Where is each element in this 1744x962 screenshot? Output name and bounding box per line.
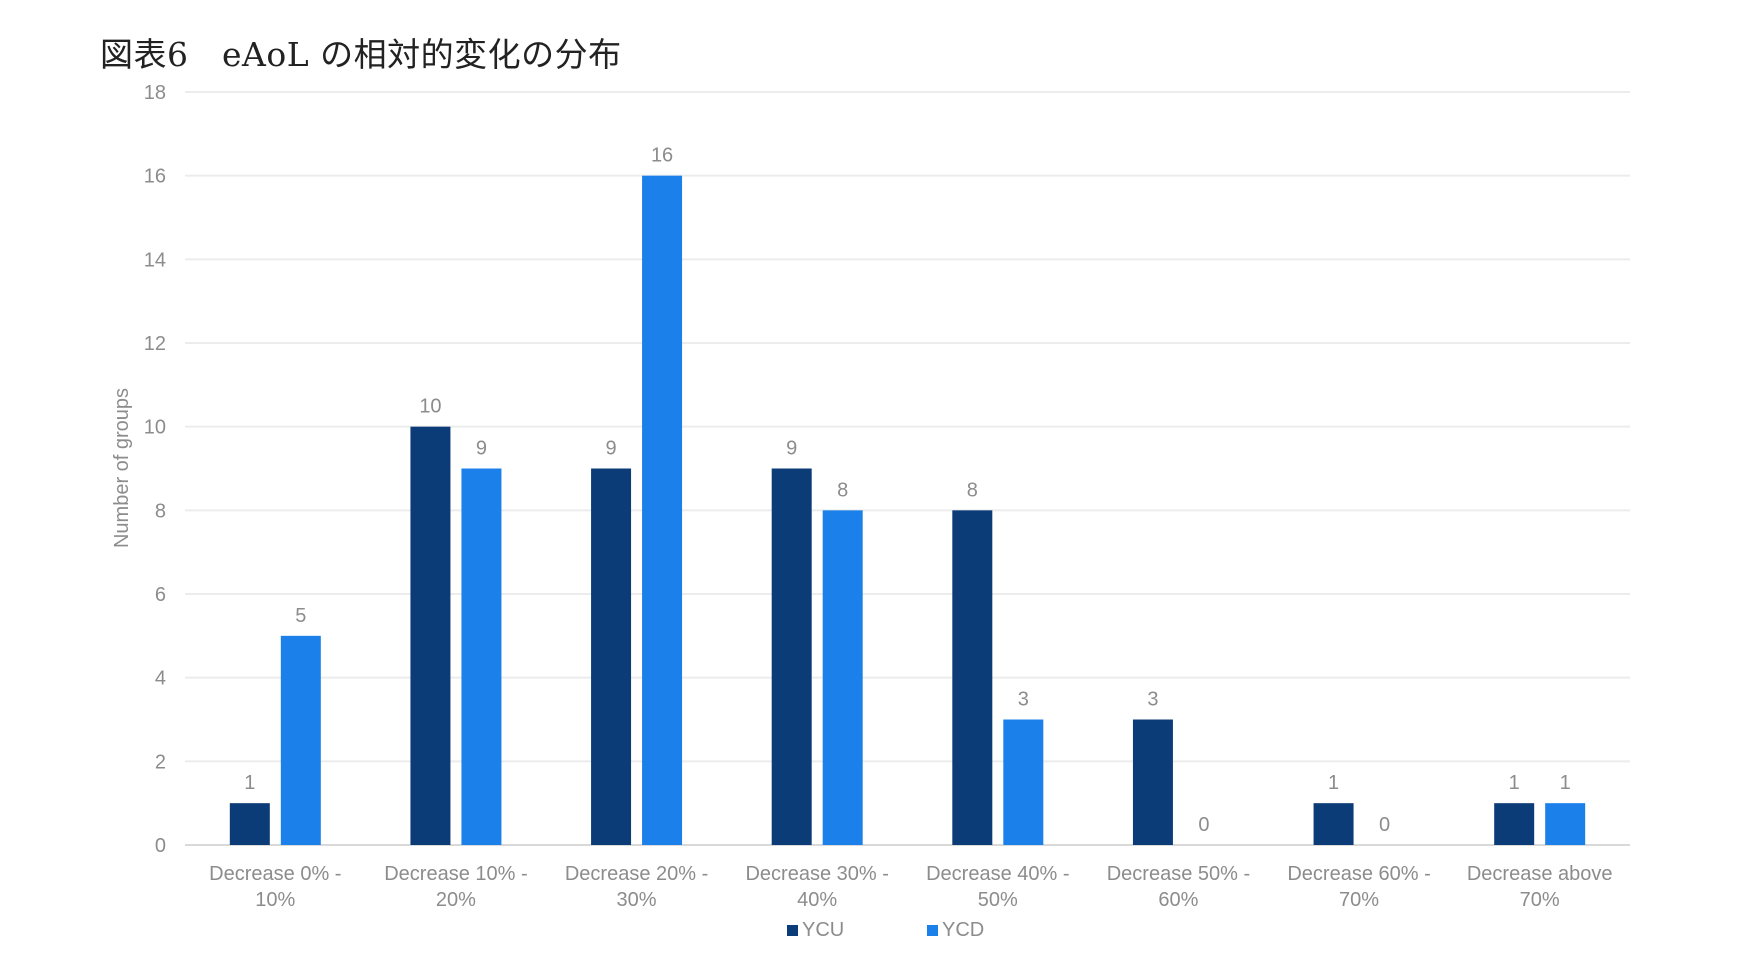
x-tick-label: 40% — [797, 889, 837, 911]
data-label: 3 — [1018, 689, 1029, 711]
data-label: 8 — [837, 479, 848, 501]
bar-ycu — [591, 468, 632, 845]
x-tick-label: Decrease 60% - — [1287, 863, 1430, 885]
data-label: 16 — [651, 145, 673, 167]
x-tick-label: 70% — [1520, 889, 1560, 911]
data-label: 0 — [1198, 814, 1209, 836]
bar-ycu — [410, 426, 451, 845]
y-tick-label: 6 — [155, 584, 166, 606]
bar-ycd — [642, 175, 683, 845]
y-tick-label: 16 — [144, 166, 166, 188]
bar-ycd — [1545, 803, 1586, 845]
data-label: 5 — [295, 605, 306, 627]
bar-ycd — [1003, 719, 1044, 845]
bar-ycu — [1132, 719, 1173, 845]
legend-label: YCU — [802, 919, 844, 941]
legend-swatch-ycu — [787, 925, 798, 936]
y-tick-label: 8 — [155, 500, 166, 522]
x-tick-label: 20% — [436, 889, 476, 911]
data-label: 10 — [419, 396, 441, 418]
data-label: 9 — [606, 438, 617, 460]
x-tick-label: 70% — [1339, 889, 1379, 911]
data-label: 1 — [1328, 772, 1339, 794]
y-tick-label: 18 — [144, 82, 166, 104]
data-label: 1 — [1509, 772, 1520, 794]
y-tick-label: 4 — [155, 668, 166, 690]
data-label: 1 — [244, 772, 255, 794]
y-tick-label: 2 — [155, 751, 166, 773]
x-tick-label: 50% — [978, 889, 1018, 911]
x-tick-label: Decrease 20% - — [565, 863, 708, 885]
x-tick-label: Decrease 10% - — [384, 863, 527, 885]
x-tick-label: Decrease 0% - — [209, 863, 341, 885]
bar-ycd — [280, 635, 321, 845]
x-tick-label: 60% — [1158, 889, 1198, 911]
bar-ycd — [461, 468, 502, 845]
data-label: 9 — [786, 438, 797, 460]
data-label: 0 — [1379, 814, 1390, 836]
bar-ycu — [229, 803, 270, 845]
bar-ycu — [771, 468, 812, 845]
y-axis-label: Number of groups — [111, 388, 133, 548]
data-label: 1 — [1560, 772, 1571, 794]
x-tick-label: 30% — [617, 889, 657, 911]
x-tick-label: 10% — [255, 889, 295, 911]
chart-title: 図表6 eAoL の相対的変化の分布 — [100, 35, 622, 74]
x-tick-label: Decrease 50% - — [1107, 863, 1250, 885]
bar-ycd — [822, 510, 863, 845]
y-tick-label: 12 — [144, 333, 166, 355]
y-tick-label: 14 — [144, 249, 166, 271]
legend-label: YCD — [942, 919, 984, 941]
data-label: 9 — [476, 438, 487, 460]
legend-swatch-ycd — [927, 925, 938, 936]
bar-ycu — [952, 510, 993, 845]
y-tick-label: 10 — [144, 417, 166, 439]
x-tick-label: Decrease 40% - — [926, 863, 1069, 885]
x-tick-label: Decrease 30% - — [745, 863, 888, 885]
data-label: 3 — [1147, 689, 1158, 711]
bar-ycu — [1313, 803, 1354, 845]
data-label: 8 — [967, 479, 978, 501]
y-tick-label: 0 — [155, 835, 166, 857]
x-tick-label: Decrease above — [1467, 863, 1613, 885]
bar-ycu — [1494, 803, 1535, 845]
